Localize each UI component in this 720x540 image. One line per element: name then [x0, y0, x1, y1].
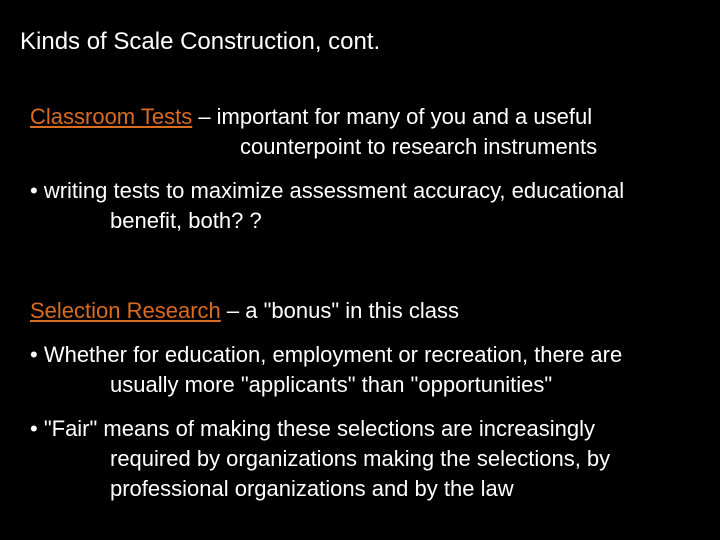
bullet3-line2: required by organizations making the sel…	[110, 446, 700, 472]
section2-rest: – a "bonus" in this class	[221, 298, 459, 323]
section2-line: Selection Research – a "bonus" in this c…	[30, 298, 700, 324]
bullet1-line1: • writing tests to maximize assessment a…	[30, 178, 700, 204]
bullet2-line2: usually more "applicants" than "opportun…	[110, 372, 700, 398]
section1-heading: Classroom Tests	[30, 104, 192, 129]
section1-line: Classroom Tests – important for many of …	[30, 104, 700, 130]
section2-heading: Selection Research	[30, 298, 221, 323]
bullet3-line3: professional organizations and by the la…	[110, 476, 700, 502]
bullet2-line1: • Whether for education, employment or r…	[30, 342, 700, 368]
bullet3-line1: • "Fair" means of making these selection…	[30, 416, 700, 442]
slide-title: Kinds of Scale Construction, cont.	[20, 28, 700, 56]
section1-rest: – important for many of you and a useful	[192, 104, 592, 129]
section1-cont: counterpoint to research instruments	[240, 134, 700, 160]
bullet1-line2: benefit, both? ?	[110, 208, 700, 234]
